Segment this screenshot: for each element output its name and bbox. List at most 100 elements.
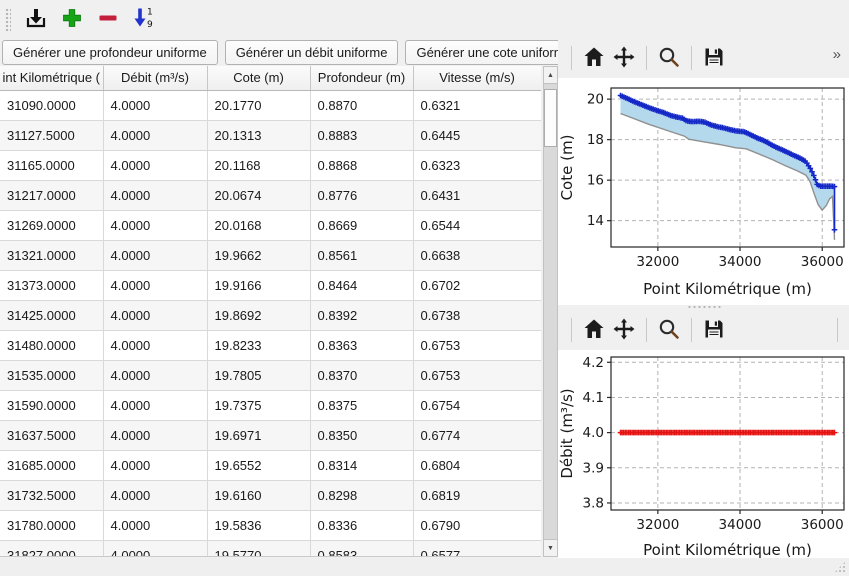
table-cell[interactable]: 19.7805 <box>207 360 311 391</box>
table-row[interactable]: 31127.5000 4.0000 20.1313 0.8883 0.6445 <box>0 120 541 151</box>
table-cell[interactable]: 4.0000 <box>103 330 208 361</box>
table-cell[interactable]: 0.8298 <box>310 480 414 511</box>
table-cell[interactable]: 31165.0000 <box>0 150 104 181</box>
table-cell[interactable]: 0.8868 <box>310 150 414 181</box>
scrollbar-up-icon[interactable]: ▲ <box>544 67 557 84</box>
table-cell[interactable]: 0.8314 <box>310 450 414 481</box>
table-cell[interactable]: 4.0000 <box>103 450 208 481</box>
generate-depth-button[interactable]: Générer une profondeur uniforme <box>2 40 218 65</box>
table-cell[interactable]: 4.0000 <box>103 270 208 301</box>
table-row[interactable]: 31637.5000 4.0000 19.6971 0.8350 0.6774 <box>0 420 541 451</box>
table-cell[interactable]: 19.8233 <box>207 330 311 361</box>
table-row[interactable]: 31217.0000 4.0000 20.0674 0.8776 0.6431 <box>0 180 541 211</box>
table-cell[interactable]: 31425.0000 <box>0 300 104 331</box>
table-cell[interactable]: 0.6774 <box>413 420 541 451</box>
pan-button[interactable] <box>609 43 639 73</box>
table-cell[interactable]: 0.8776 <box>310 180 414 211</box>
table-row[interactable]: 31480.0000 4.0000 19.8233 0.8363 0.6753 <box>0 330 541 361</box>
cote-chart[interactable]: 32000 34000 36000 14 16 18 20 Point Kilométriqu… <box>558 78 849 305</box>
add-row-button[interactable] <box>56 4 88 34</box>
table-row[interactable]: 31165.0000 4.0000 20.1168 0.8868 0.6323 <box>0 150 541 181</box>
column-header-2[interactable]: Cote (m) <box>207 66 311 91</box>
table-cell[interactable]: 0.8392 <box>310 300 414 331</box>
pan-button[interactable] <box>609 315 639 345</box>
table-cell[interactable]: 31535.0000 <box>0 360 104 391</box>
sort-button[interactable]: 1 9 <box>128 4 160 34</box>
table-cell[interactable]: 0.6754 <box>413 390 541 421</box>
table-cell[interactable]: 0.6819 <box>413 480 541 511</box>
table-cell[interactable]: 0.6445 <box>413 120 541 151</box>
table-cell[interactable]: 19.6160 <box>207 480 311 511</box>
zoom-button[interactable] <box>654 43 684 73</box>
table-cell[interactable]: 31732.5000 <box>0 480 104 511</box>
import-button[interactable] <box>20 4 52 34</box>
table-cell[interactable]: 31685.0000 <box>0 450 104 481</box>
table-cell[interactable]: 4.0000 <box>103 120 208 151</box>
table-cell[interactable]: 4.0000 <box>103 150 208 181</box>
table-cell[interactable]: 19.8692 <box>207 300 311 331</box>
table-row[interactable]: 31590.0000 4.0000 19.7375 0.8375 0.6754 <box>0 390 541 421</box>
column-header-4[interactable]: Vitesse (m/s) <box>413 66 541 91</box>
table-cell[interactable]: 19.6971 <box>207 420 311 451</box>
table-row[interactable]: 31732.5000 4.0000 19.6160 0.8298 0.6819 <box>0 480 541 511</box>
column-header-0[interactable]: int Kilométrique ( <box>0 66 104 91</box>
table-cell[interactable]: 20.1770 <box>207 90 311 121</box>
table-cell[interactable]: 19.9166 <box>207 270 311 301</box>
table-cell[interactable]: 0.6323 <box>413 150 541 181</box>
table-cell[interactable]: 0.8370 <box>310 360 414 391</box>
table-cell[interactable]: 0.8350 <box>310 420 414 451</box>
table-cell[interactable]: 4.0000 <box>103 480 208 511</box>
table-cell[interactable]: 0.6790 <box>413 510 541 541</box>
splitter-handle-icon[interactable] <box>686 305 721 310</box>
table-cell[interactable]: 31321.0000 <box>0 240 104 271</box>
table-row[interactable]: 31321.0000 4.0000 19.9662 0.8561 0.6638 <box>0 240 541 271</box>
save-button[interactable] <box>699 315 729 345</box>
table-cell[interactable]: 0.8336 <box>310 510 414 541</box>
table-cell[interactable]: 0.6804 <box>413 450 541 481</box>
remove-row-button[interactable] <box>92 4 124 34</box>
table-cell[interactable]: 20.0674 <box>207 180 311 211</box>
table-cell[interactable]: 0.8363 <box>310 330 414 361</box>
table-cell[interactable]: 31373.0000 <box>0 270 104 301</box>
resize-grip-icon[interactable] <box>834 561 846 573</box>
table-row[interactable]: 31425.0000 4.0000 19.8692 0.8392 0.6738 <box>0 300 541 331</box>
table-cell[interactable]: 0.6753 <box>413 330 541 361</box>
table-cell[interactable]: 19.5770 <box>207 540 311 556</box>
home-button[interactable] <box>579 43 609 73</box>
table-cell[interactable]: 4.0000 <box>103 180 208 211</box>
table-cell[interactable]: 20.0168 <box>207 210 311 241</box>
scrollbar-thumb[interactable] <box>544 89 557 147</box>
table-cell[interactable]: 20.1313 <box>207 120 311 151</box>
table-cell[interactable]: 0.8883 <box>310 120 414 151</box>
table-cell[interactable]: 31269.0000 <box>0 210 104 241</box>
debit-chart[interactable]: 32000 34000 36000 3.8 3.9 4.0 4.1 4.2 Point Kilo… <box>558 350 849 566</box>
table-cell[interactable]: 0.6431 <box>413 180 541 211</box>
table-cell[interactable]: 31590.0000 <box>0 390 104 421</box>
table-row[interactable]: 31269.0000 4.0000 20.0168 0.8669 0.6544 <box>0 210 541 241</box>
table-cell[interactable]: 0.6544 <box>413 210 541 241</box>
table-cell[interactable]: 4.0000 <box>103 240 208 271</box>
table-cell[interactable]: 0.6321 <box>413 90 541 121</box>
table-cell[interactable]: 19.5836 <box>207 510 311 541</box>
table-cell[interactable]: 4.0000 <box>103 390 208 421</box>
table-cell[interactable]: 0.6753 <box>413 360 541 391</box>
table-cell[interactable]: 4.0000 <box>103 300 208 331</box>
table-cell[interactable]: 4.0000 <box>103 540 208 556</box>
table-row[interactable]: 31373.0000 4.0000 19.9166 0.8464 0.6702 <box>0 270 541 301</box>
column-header-3[interactable]: Profondeur (m) <box>310 66 414 91</box>
table-row[interactable]: 31685.0000 4.0000 19.6552 0.8314 0.6804 <box>0 450 541 481</box>
table-cell[interactable]: 0.8669 <box>310 210 414 241</box>
table-cell[interactable]: 0.8464 <box>310 270 414 301</box>
table-cell[interactable]: 4.0000 <box>103 210 208 241</box>
table-cell[interactable]: 0.6638 <box>413 240 541 271</box>
table-cell[interactable]: 0.6702 <box>413 270 541 301</box>
home-button[interactable] <box>579 315 609 345</box>
generate-level-button[interactable]: Générer une cote uniforme <box>405 40 583 65</box>
table-cell[interactable]: 19.7375 <box>207 390 311 421</box>
toolbar-drag-handle[interactable] <box>4 7 11 31</box>
table-row[interactable]: 31780.0000 4.0000 19.5836 0.8336 0.6790 <box>0 510 541 541</box>
table-cell[interactable]: 0.8375 <box>310 390 414 421</box>
toolbar-overflow-button[interactable]: » <box>832 46 841 63</box>
table-cell[interactable]: 4.0000 <box>103 360 208 391</box>
table-cell[interactable]: 31217.0000 <box>0 180 104 211</box>
